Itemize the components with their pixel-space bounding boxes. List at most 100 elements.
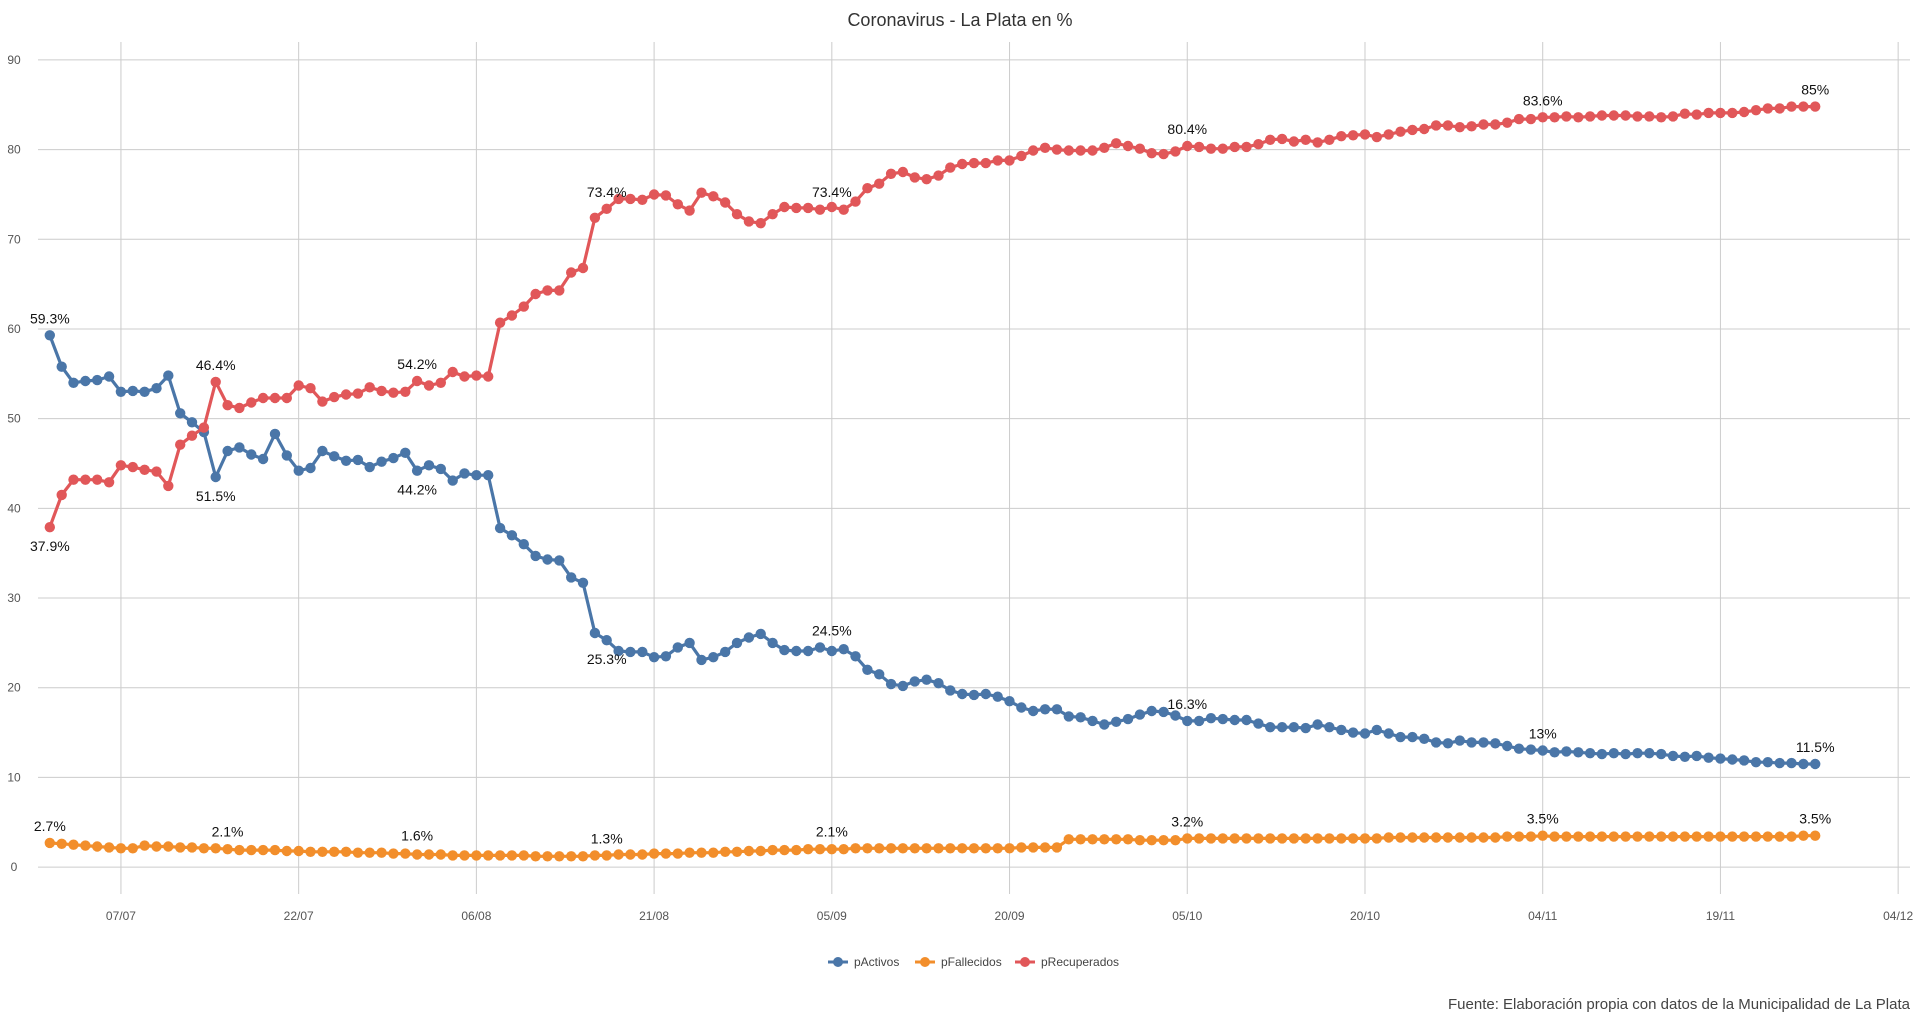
data-point bbox=[1430, 832, 1442, 843]
data-point bbox=[92, 474, 103, 485]
data-point bbox=[708, 652, 719, 663]
data-point bbox=[802, 202, 814, 214]
data-point bbox=[885, 843, 897, 854]
data-point bbox=[1478, 737, 1489, 748]
data-point bbox=[1253, 139, 1264, 150]
data-label: 73.4% bbox=[812, 184, 852, 200]
data-point bbox=[1288, 722, 1300, 733]
data-point bbox=[352, 847, 364, 858]
data-point bbox=[151, 841, 162, 852]
data-point bbox=[1442, 120, 1454, 131]
data-point bbox=[1205, 833, 1217, 844]
data-point bbox=[554, 285, 565, 296]
data-point bbox=[115, 843, 127, 854]
data-point bbox=[1513, 743, 1525, 754]
data-point bbox=[506, 850, 518, 861]
data-point bbox=[506, 530, 518, 541]
x-tick-label: 04/11 bbox=[1528, 909, 1557, 923]
data-point bbox=[518, 850, 529, 861]
data-point bbox=[1241, 714, 1252, 726]
data-point bbox=[1182, 715, 1193, 727]
data-point bbox=[968, 689, 980, 701]
data-point bbox=[1632, 831, 1643, 842]
data-point bbox=[388, 848, 399, 859]
data-point bbox=[874, 178, 885, 189]
data-point bbox=[814, 204, 826, 215]
data-point bbox=[1738, 831, 1750, 842]
data-point bbox=[257, 844, 269, 856]
data-point bbox=[1158, 148, 1169, 160]
data-point bbox=[44, 330, 55, 341]
data-point bbox=[1727, 831, 1738, 842]
data-point bbox=[1632, 748, 1643, 759]
data-point bbox=[423, 460, 435, 471]
data-point bbox=[340, 389, 352, 400]
data-point bbox=[92, 374, 103, 386]
legend-item: pRecuperados bbox=[1015, 955, 1119, 969]
legend-item: pFallecidos bbox=[915, 955, 1002, 969]
data-point bbox=[1075, 712, 1086, 723]
data-point bbox=[566, 851, 577, 862]
data-point bbox=[1596, 831, 1608, 842]
data-point bbox=[56, 361, 67, 372]
data-point bbox=[530, 851, 541, 862]
data-point bbox=[447, 366, 458, 378]
data-point bbox=[637, 646, 648, 658]
data-point bbox=[1395, 832, 1406, 843]
y-tick-label: 80 bbox=[7, 143, 21, 157]
data-point bbox=[1193, 715, 1205, 727]
y-tick-label: 0 bbox=[11, 860, 18, 874]
data-point bbox=[1229, 141, 1240, 153]
data-point bbox=[1004, 843, 1015, 854]
data-point bbox=[933, 170, 944, 181]
data-point bbox=[1016, 150, 1027, 162]
data-point bbox=[68, 839, 79, 850]
data-point bbox=[1774, 103, 1785, 114]
data-point bbox=[1490, 738, 1501, 749]
data-point bbox=[1584, 111, 1596, 122]
data-point bbox=[1004, 155, 1015, 166]
data-point bbox=[1217, 713, 1229, 725]
data-point bbox=[1620, 831, 1631, 842]
data-point bbox=[1525, 831, 1537, 842]
data-point bbox=[269, 428, 281, 440]
y-tick-label: 60 bbox=[7, 322, 21, 336]
data-point bbox=[1051, 144, 1063, 155]
data-point bbox=[648, 652, 660, 663]
data-point bbox=[530, 288, 541, 300]
data-point bbox=[1039, 142, 1051, 153]
data-point bbox=[1502, 740, 1513, 752]
data-point bbox=[1324, 833, 1335, 844]
data-point bbox=[791, 202, 802, 214]
data-point bbox=[755, 628, 766, 640]
data-point bbox=[1537, 830, 1548, 841]
data-point bbox=[1063, 834, 1075, 845]
data-point bbox=[1798, 101, 1809, 112]
data-point bbox=[483, 470, 494, 481]
data-point bbox=[1727, 754, 1738, 765]
y-tick-label: 10 bbox=[7, 770, 21, 784]
data-point bbox=[127, 843, 138, 854]
data-point bbox=[246, 397, 257, 408]
data-point bbox=[720, 846, 731, 857]
data-point bbox=[542, 285, 553, 296]
data-point bbox=[577, 577, 589, 588]
data-point bbox=[483, 850, 494, 861]
data-point bbox=[518, 539, 529, 550]
data-point bbox=[317, 445, 328, 457]
data-point bbox=[56, 838, 67, 849]
data-point bbox=[1513, 113, 1525, 125]
data-point bbox=[1502, 831, 1513, 842]
data-point bbox=[1715, 831, 1726, 842]
data-point bbox=[1703, 831, 1714, 842]
data-point bbox=[1193, 141, 1205, 153]
data-point bbox=[411, 375, 423, 387]
data-label: 37.9% bbox=[30, 538, 70, 554]
data-point bbox=[68, 474, 79, 485]
data-point bbox=[1798, 758, 1809, 770]
data-point bbox=[743, 632, 755, 643]
data-point bbox=[44, 522, 55, 533]
data-point bbox=[589, 627, 601, 639]
data-label: 16.3% bbox=[1167, 696, 1207, 712]
data-point bbox=[518, 301, 529, 312]
